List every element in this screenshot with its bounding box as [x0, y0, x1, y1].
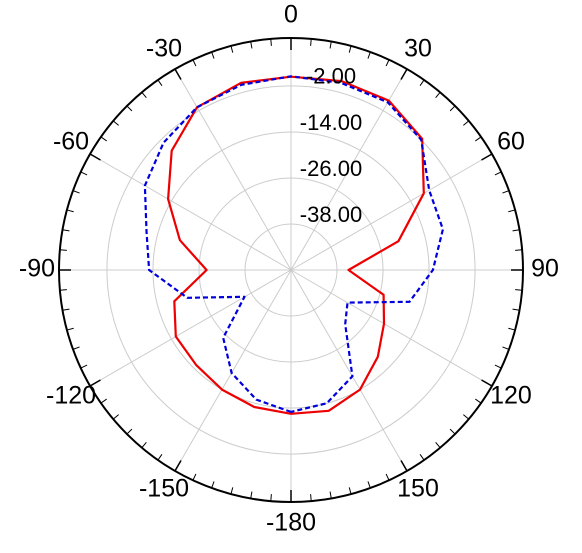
minor-tick: [475, 136, 482, 142]
minor-tick: [250, 491, 253, 499]
minor-tick: [515, 249, 523, 251]
theta-tick-label: 0: [284, 1, 298, 29]
grid-ring: [152, 131, 430, 409]
minor-tick: [66, 327, 74, 331]
grid-ring: [198, 177, 384, 363]
grid-ring: [106, 85, 476, 455]
minor-tick: [80, 171, 88, 176]
theta-tick-label: 90: [531, 255, 559, 283]
minor-tick: [435, 91, 441, 98]
theta-tick-label: -120: [46, 382, 96, 410]
theta-tick: [400, 68, 408, 80]
theta-tick: [89, 153, 101, 161]
series-line: [143, 75, 444, 413]
minor-tick: [508, 209, 516, 213]
spoke: [290, 269, 493, 387]
minor-tick: [385, 59, 390, 67]
theta-tick: [481, 153, 493, 161]
spoke: [290, 269, 408, 472]
theta-tick-label: -60: [53, 128, 89, 156]
minor-tick: [475, 398, 482, 404]
theta-tick: [400, 460, 408, 472]
minor-tick: [348, 45, 352, 53]
minor-tick: [192, 59, 197, 67]
theta-tick-label: -30: [146, 35, 182, 63]
theta-tick: [174, 460, 182, 472]
minor-tick: [419, 79, 425, 86]
minor-tick: [449, 105, 456, 112]
minor-tick: [310, 494, 312, 502]
minor-tick: [100, 398, 107, 404]
minor-tick: [449, 428, 456, 435]
minor-tick: [112, 120, 119, 126]
theta-tick-label: -90: [19, 255, 55, 283]
minor-tick: [59, 289, 67, 291]
minor-tick: [126, 105, 133, 112]
minor-tick: [192, 473, 197, 481]
minor-tick: [211, 51, 215, 59]
minor-tick: [80, 364, 88, 369]
spoke: [174, 269, 292, 472]
theta-tick-label: 120: [490, 382, 532, 410]
spoke: [89, 153, 292, 271]
minor-tick: [329, 41, 332, 49]
minor-tick: [494, 364, 502, 369]
minor-tick: [141, 91, 147, 98]
theta-tick-label: 60: [497, 128, 525, 156]
minor-tick: [494, 171, 502, 176]
minor-tick: [59, 249, 67, 251]
minor-tick: [502, 346, 510, 350]
r-tick-label: -14.00: [300, 110, 362, 135]
minor-tick: [126, 428, 133, 435]
minor-tick: [419, 454, 425, 461]
minor-tick: [62, 308, 70, 311]
minor-tick: [463, 120, 470, 126]
grid-ring: [244, 223, 338, 317]
theta-tick: [481, 379, 493, 387]
outer-ring: [58, 37, 524, 503]
minor-tick: [230, 487, 234, 495]
minor-tick: [211, 481, 215, 489]
minor-tick: [502, 190, 510, 194]
theta-tick: [174, 68, 182, 80]
minor-tick: [270, 494, 272, 502]
theta-tick-label: 30: [404, 35, 432, 63]
minor-tick: [367, 481, 371, 489]
theta-tick-label: -150: [139, 475, 189, 503]
r-tick-label: -2.00: [306, 64, 356, 89]
minor-tick: [230, 45, 234, 53]
minor-tick: [250, 41, 253, 49]
minor-tick: [62, 229, 70, 232]
minor-tick: [157, 79, 163, 86]
minor-tick: [141, 442, 147, 449]
minor-tick: [157, 454, 163, 461]
series-line: [167, 75, 425, 415]
minor-tick: [66, 209, 74, 213]
minor-tick: [310, 38, 312, 46]
minor-tick: [512, 308, 520, 311]
minor-tick: [367, 51, 371, 59]
theta-tick: [89, 379, 101, 387]
minor-tick: [435, 442, 441, 449]
theta-tick-label: 150: [397, 475, 439, 503]
minor-tick: [463, 414, 470, 420]
minor-tick: [512, 229, 520, 232]
minor-tick: [348, 487, 352, 495]
minor-tick: [385, 473, 390, 481]
r-tick-label: -38.00: [300, 202, 362, 227]
spoke: [89, 269, 292, 387]
spoke: [174, 68, 292, 271]
minor-tick: [112, 414, 119, 420]
r-tick-label: -26.00: [300, 156, 362, 181]
spoke: [290, 153, 493, 271]
minor-tick: [100, 136, 107, 142]
minor-tick: [270, 38, 272, 46]
theta-tick-label: -180: [266, 509, 316, 537]
minor-tick: [329, 491, 332, 499]
minor-tick: [515, 289, 523, 291]
minor-tick: [72, 346, 80, 350]
minor-tick: [72, 190, 80, 194]
minor-tick: [508, 327, 516, 331]
